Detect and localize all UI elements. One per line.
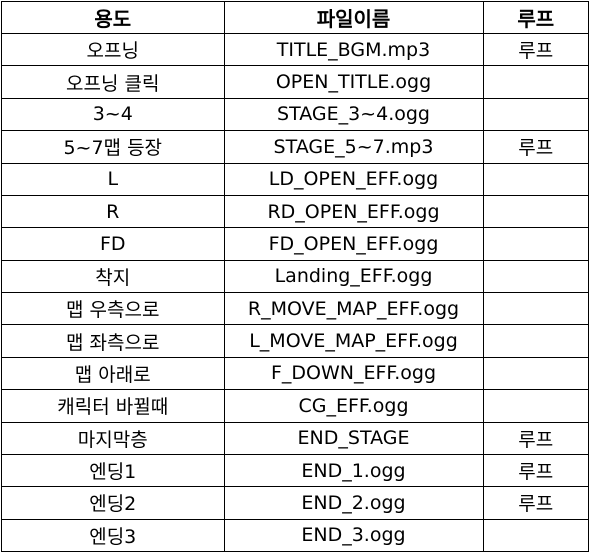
table-row: 오프닝 클릭 OPEN_TITLE.ogg bbox=[2, 65, 588, 99]
cell-usage: 맵 우측으로 bbox=[2, 291, 225, 326]
table-row: 캐릭터 바뀔때 CG_EFF.ogg bbox=[2, 389, 588, 423]
cell-filename: CG_EFF.ogg bbox=[223, 389, 484, 423]
cell-usage: 마지막층 bbox=[2, 421, 225, 455]
cell-usage: L bbox=[2, 162, 225, 196]
cell-filename: STAGE_5~7.mp3 bbox=[223, 130, 484, 164]
cell-filename: OPEN_TITLE.ogg bbox=[223, 65, 484, 99]
table-row: R RD_OPEN_EFF.ogg bbox=[2, 194, 588, 229]
header-loop: 루프 bbox=[482, 2, 588, 34]
header-row: 용도 파일이름 루프 bbox=[2, 2, 588, 34]
cell-usage: 오프닝 bbox=[2, 32, 225, 67]
cell-usage: 맵 좌측으로 bbox=[2, 324, 225, 358]
table-row: L LD_OPEN_EFF.ogg bbox=[2, 162, 588, 196]
table-row: 오프닝 TITLE_BGM.mp3 루프 bbox=[2, 32, 588, 67]
cell-usage: 캐릭터 바뀔때 bbox=[2, 389, 225, 423]
header-usage: 용도 bbox=[2, 2, 225, 34]
cell-usage: 3~4 bbox=[2, 97, 225, 132]
cell-loop bbox=[482, 518, 588, 551]
cell-loop: 루프 bbox=[482, 453, 588, 488]
cell-filename: LD_OPEN_EFF.ogg bbox=[223, 162, 484, 196]
table-row: 마지막층 END_STAGE 루프 bbox=[2, 421, 588, 455]
cell-filename: TITLE_BGM.mp3 bbox=[223, 32, 484, 67]
cell-loop: 루프 bbox=[482, 32, 588, 67]
table-row: 엔딩1 END_1.ogg 루프 bbox=[2, 453, 588, 488]
table-row: 3~4 STAGE_3~4.ogg bbox=[2, 97, 588, 132]
table-row: 맵 좌측으로 L_MOVE_MAP_EFF.ogg bbox=[2, 324, 588, 358]
cell-filename: END_3.ogg bbox=[223, 518, 484, 551]
cell-usage: 엔딩3 bbox=[2, 518, 225, 551]
cell-loop bbox=[482, 389, 588, 423]
cell-usage: R bbox=[2, 194, 225, 229]
cell-loop: 루프 bbox=[482, 486, 588, 520]
cell-filename: END_STAGE bbox=[223, 421, 484, 455]
cell-loop bbox=[482, 324, 588, 358]
cell-filename: END_2.ogg bbox=[223, 486, 484, 520]
table-row: 5~7맵 등장 STAGE_5~7.mp3 루프 bbox=[2, 130, 588, 164]
cell-usage: 엔딩2 bbox=[2, 486, 225, 520]
table-row: 엔딩3 END_3.ogg bbox=[2, 518, 588, 551]
cell-usage: 5~7맵 등장 bbox=[2, 130, 225, 164]
cell-filename: RD_OPEN_EFF.ogg bbox=[223, 194, 484, 229]
cell-filename: STAGE_3~4.ogg bbox=[223, 97, 484, 132]
table-row: FD FD_OPEN_EFF.ogg bbox=[2, 227, 588, 261]
cell-filename: L_MOVE_MAP_EFF.ogg bbox=[223, 324, 484, 358]
cell-filename: F_DOWN_EFF.ogg bbox=[223, 356, 484, 391]
cell-loop bbox=[482, 291, 588, 326]
cell-usage: 맵 아래로 bbox=[2, 356, 225, 391]
cell-filename: Landing_EFF.ogg bbox=[223, 259, 484, 294]
cell-filename: R_MOVE_MAP_EFF.ogg bbox=[223, 291, 484, 326]
cell-loop: 루프 bbox=[482, 421, 588, 455]
cell-loop bbox=[482, 97, 588, 132]
cell-loop bbox=[482, 227, 588, 261]
cell-loop bbox=[482, 356, 588, 391]
cell-loop bbox=[482, 259, 588, 294]
cell-usage: 오프닝 클릭 bbox=[2, 65, 225, 99]
table-row: 엔딩2 END_2.ogg 루프 bbox=[2, 486, 588, 520]
cell-filename: END_1.ogg bbox=[223, 453, 484, 488]
table-row: 맵 아래로 F_DOWN_EFF.ogg bbox=[2, 356, 588, 391]
table-body: 오프닝 TITLE_BGM.mp3 루프 오프닝 클릭 OPEN_TITLE.o… bbox=[2, 32, 588, 551]
cell-usage: FD bbox=[2, 227, 225, 261]
table-row: 착지 Landing_EFF.ogg bbox=[2, 259, 588, 294]
table-row: 맵 우측으로 R_MOVE_MAP_EFF.ogg bbox=[2, 291, 588, 326]
cell-usage: 엔딩1 bbox=[2, 453, 225, 488]
cell-loop bbox=[482, 194, 588, 229]
cell-loop: 루프 bbox=[482, 130, 588, 164]
cell-loop bbox=[482, 65, 588, 99]
cell-filename: FD_OPEN_EFF.ogg bbox=[223, 227, 484, 261]
cell-usage: 착지 bbox=[2, 259, 225, 294]
cell-loop bbox=[482, 162, 588, 196]
header-filename: 파일이름 bbox=[223, 2, 484, 34]
